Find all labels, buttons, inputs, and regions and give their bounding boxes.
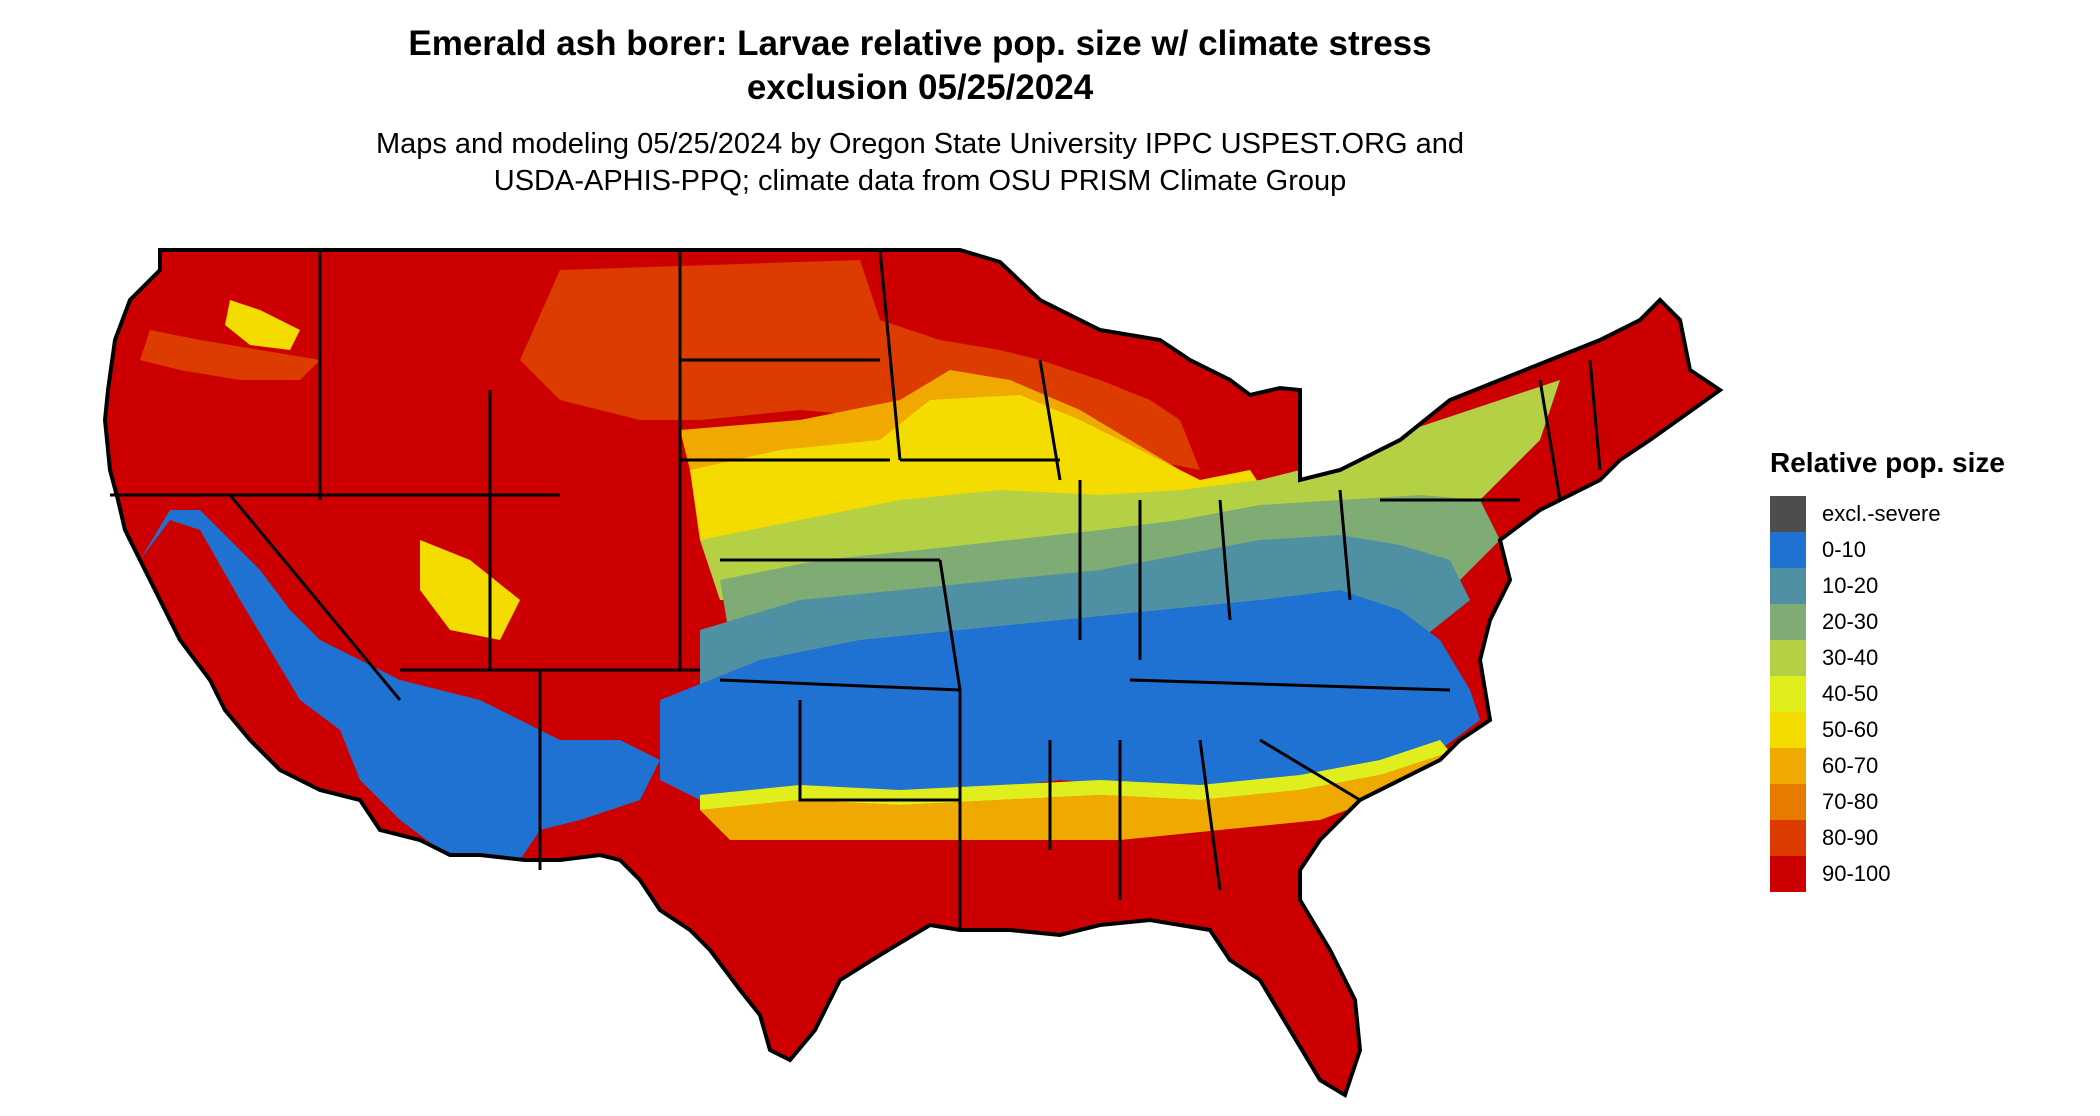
legend-label: 20-30 [1822,609,1879,634]
legend-item: excl.-severe [1770,496,2070,532]
legend-label: 90-100 [1822,861,1891,886]
legend-label: excl.-severe [1822,501,1941,526]
border-west-4 [228,494,402,701]
zone-40-50-south [700,740,1450,810]
legend-swatch [1770,676,1806,712]
legend-item: 60-70 [1770,748,2070,784]
legend-label: 10-20 [1822,573,1879,598]
border-midwest-6 [1338,489,1352,601]
legend-swatch [1770,820,1806,856]
legend-item: 70-80 [1770,784,2070,820]
legend-item: 80-90 [1770,820,2070,856]
subtitle-line-2: USDA-APHIS-PPQ; climate data from OSU PR… [493,165,1347,197]
legend-swatch [1770,712,1806,748]
border-south-1 [1129,678,1451,692]
zone-30-40 [700,380,1560,600]
zone-50-60-pnw [225,300,300,350]
zone-50-60-great-basin [420,540,520,640]
legend-swatch [1770,640,1806,676]
legend-label: 40-50 [1822,681,1879,706]
border-south-4 [1198,739,1222,891]
legend-swatch [1770,496,1806,532]
legend-items: excl.-severe 0-10 10-20 20-30 30-40 40-50 50-6… [1770,496,2070,892]
legend-item: 50-60 [1770,712,2070,748]
legend-swatch [1770,856,1806,892]
legend-title: Relative pop. size [1770,447,2005,478]
legend-swatch [1770,784,1806,820]
zone-60-70-south [700,750,1460,840]
state-boundaries [110,249,1602,930]
legend: Relative pop. size excl.-severe 0-10 10-20… [1770,446,2070,892]
border-plains-6 [938,559,962,800]
legend-swatch [1770,532,1806,568]
legend-label: 30-40 [1822,645,1879,670]
legend-label: 60-70 [1822,753,1879,778]
title-line-2: exclusion 05/25/2024 [746,68,1094,107]
zone-80-90-pnw [140,330,320,380]
border-texas [798,700,962,930]
legend-item: 90-100 [1770,856,2070,892]
legend-label: 0-10 [1822,537,1867,562]
zone-0-10-west [140,510,660,860]
border-plains-4 [719,678,961,692]
legend-swatch [1770,748,1806,784]
border-plains-5 [878,249,902,461]
legend-label: 70-80 [1822,789,1879,814]
border-south-5 [1259,738,1361,802]
border-midwest-5 [1218,499,1232,621]
legend-item: 0-10 [1770,532,2070,568]
map-title: Emerald ash borer: Larvae relative pop. … [200,22,1640,110]
legend-item: 20-30 [1770,604,2070,640]
legend-label: 80-90 [1822,825,1879,850]
legend-swatch [1770,604,1806,640]
title-line-1: Emerald ash borer: Larvae relative pop. … [408,24,1432,63]
subtitle-line-1: Maps and modeling 05/25/2024 by Oregon S… [375,128,1465,160]
legend-label: 50-60 [1822,717,1879,742]
border-northeast-2 [1538,379,1562,501]
legend-item: 10-20 [1770,568,2070,604]
map-subtitle: Maps and modeling 05/25/2024 by Oregon S… [200,126,1640,200]
legend-item: 30-40 [1770,640,2070,676]
border-northeast-3 [1588,359,1602,471]
legend-swatch [1770,568,1806,604]
legend-item: 40-50 [1770,676,2070,712]
